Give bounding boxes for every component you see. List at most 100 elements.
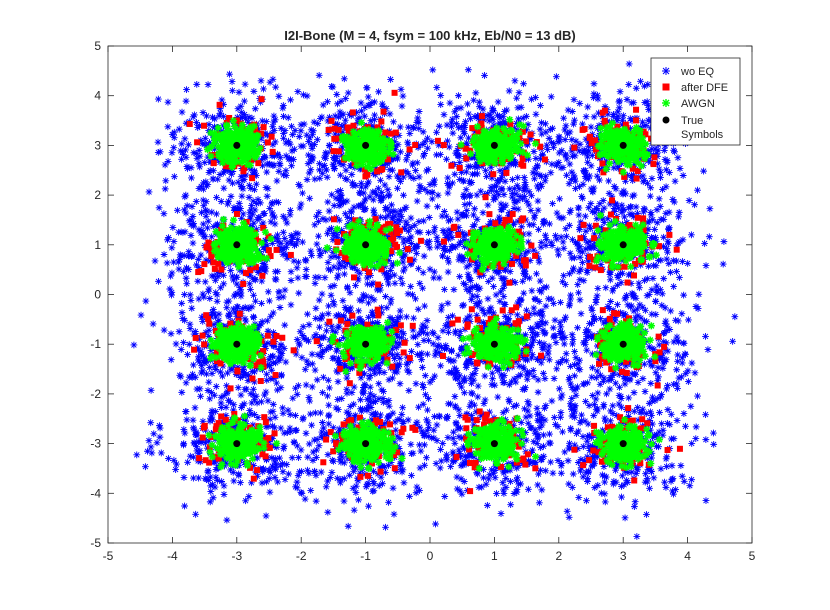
data-point — [630, 171, 637, 179]
data-point — [293, 390, 301, 398]
data-point — [156, 433, 164, 441]
data-point — [336, 449, 344, 456]
data-point — [217, 198, 225, 205]
data-point — [522, 112, 530, 120]
data-point — [335, 113, 342, 121]
data-point — [265, 466, 273, 474]
data-point — [315, 246, 323, 254]
data-point — [352, 482, 360, 490]
data-point — [521, 405, 528, 413]
data-point — [455, 406, 463, 414]
data-point — [240, 97, 248, 105]
data-point — [645, 399, 653, 407]
data-point — [268, 209, 276, 217]
data-point — [436, 464, 444, 472]
data-point — [475, 252, 482, 260]
data-point — [263, 361, 271, 369]
data-point — [362, 292, 370, 300]
data-point — [653, 289, 661, 296]
data-point — [576, 183, 583, 191]
data-point — [443, 232, 451, 240]
data-point — [271, 474, 279, 481]
data-point — [385, 412, 392, 420]
data-point — [554, 246, 562, 254]
data-point — [546, 126, 554, 133]
data-point — [572, 137, 580, 145]
data-point — [269, 400, 277, 408]
data-point — [217, 109, 224, 117]
data-point — [662, 339, 670, 347]
data-point — [412, 420, 420, 428]
data-point — [290, 257, 298, 265]
data-point — [371, 111, 378, 119]
data-point — [625, 60, 633, 68]
data-point — [592, 450, 599, 458]
data-point — [535, 226, 542, 233]
data-point — [534, 376, 542, 384]
data-point — [659, 426, 667, 434]
data-point — [682, 422, 689, 430]
data-point — [198, 313, 206, 321]
data-point — [294, 88, 302, 95]
data-point — [333, 274, 341, 282]
data-point — [666, 421, 674, 429]
data-point — [467, 115, 474, 123]
data-point — [322, 216, 330, 224]
data-point — [363, 395, 371, 403]
data-point — [538, 456, 546, 463]
data-point — [211, 310, 219, 318]
data-point — [329, 248, 337, 256]
data-point — [491, 363, 499, 371]
data-point — [212, 466, 220, 473]
data-point — [606, 385, 614, 393]
data-point — [451, 402, 459, 410]
data-point — [251, 167, 259, 175]
data-point — [533, 320, 541, 328]
data-point — [643, 98, 651, 106]
data-point — [217, 368, 224, 376]
data-point — [595, 147, 603, 154]
data-point — [200, 352, 207, 360]
data-point — [330, 165, 338, 172]
data-point — [639, 405, 647, 413]
data-point — [641, 317, 648, 325]
data-point — [418, 356, 425, 364]
data-point — [511, 124, 518, 132]
data-point — [524, 407, 532, 415]
data-point — [296, 341, 303, 349]
data-point — [180, 339, 187, 346]
data-point — [380, 369, 388, 376]
data-point — [642, 230, 650, 237]
data-point — [200, 355, 208, 363]
data-point — [354, 276, 362, 284]
data-point — [317, 250, 325, 257]
data-point — [342, 166, 350, 174]
data-point — [211, 145, 218, 153]
data-point — [585, 204, 593, 212]
data-point — [588, 364, 596, 372]
data-point — [388, 345, 396, 353]
data-point — [222, 459, 230, 467]
data-point — [211, 123, 218, 131]
data-point — [285, 137, 292, 145]
data-point — [537, 466, 544, 474]
data-point — [531, 296, 539, 303]
data-point — [607, 298, 615, 305]
data-point — [407, 260, 415, 268]
data-point — [472, 282, 480, 290]
data-point — [212, 313, 219, 321]
data-point — [489, 104, 496, 112]
data-point — [520, 185, 528, 193]
data-point — [393, 172, 401, 180]
data-point — [270, 127, 278, 134]
data-point — [311, 409, 319, 417]
data-point — [450, 428, 457, 436]
data-point — [241, 416, 249, 424]
data-point — [562, 313, 570, 321]
data-point — [663, 453, 671, 461]
data-point — [462, 168, 470, 176]
data-point — [488, 174, 496, 182]
data-point — [238, 214, 245, 222]
data-point — [282, 139, 290, 147]
data-point — [623, 476, 631, 484]
